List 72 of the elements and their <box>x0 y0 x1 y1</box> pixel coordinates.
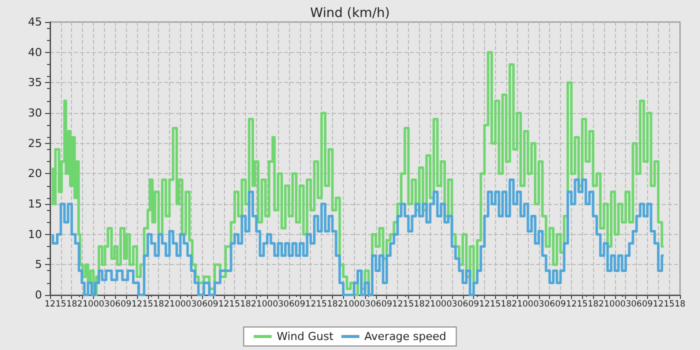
x-tick-label: 09 <box>381 300 392 310</box>
x-tick-label: 00 <box>174 300 186 310</box>
x-tick-label: 15 <box>490 300 501 310</box>
y-tick-label: 5 <box>35 258 42 272</box>
y-tick-label: 0 <box>35 288 42 302</box>
x-tick-label: 00 <box>609 300 620 310</box>
x-tick-label: 15 <box>229 300 240 310</box>
x-tick-label: 12 <box>566 300 577 310</box>
x-tick-label: 18 <box>588 300 599 310</box>
x-tick-label: 03 <box>360 300 370 310</box>
x-tick-label: 09 <box>468 300 480 310</box>
x-tick-label: 09 <box>294 300 306 310</box>
x-tick-label: 00 <box>262 300 273 310</box>
y-tick-label: 20 <box>28 167 42 180</box>
x-tick-label: 21 <box>598 300 610 310</box>
x-tick-label: 21 <box>512 300 522 310</box>
legend-label: Average speed <box>364 330 446 343</box>
x-tick-label: 21 <box>338 300 349 310</box>
x-tick-label: 03 <box>98 300 110 310</box>
x-tick-label: 09 <box>642 300 653 310</box>
x-tick-label: 00 <box>436 300 446 310</box>
x-tick-label: 09 <box>208 300 218 310</box>
y-tick-label: 25 <box>28 136 42 150</box>
x-tick-label: 12 <box>44 300 56 310</box>
x-tick-label: 00 <box>348 300 360 310</box>
x-tick-label: 06 <box>284 300 294 310</box>
x-tick-label: 15 <box>55 300 66 310</box>
chart-title: Wind (km/h) <box>310 6 390 21</box>
x-tick-label: 12 <box>305 300 316 310</box>
x-tick-label: 18 <box>66 300 78 310</box>
legend-label: Wind Gust <box>276 330 334 343</box>
x-tick-label: 03 <box>272 300 284 310</box>
x-tick-label: 03 <box>446 300 458 310</box>
x-tick-label: 03 <box>533 300 544 310</box>
x-tick-label: 00 <box>88 300 99 310</box>
x-tick-label: 09 <box>120 300 132 310</box>
x-tick-label: 12 <box>652 300 664 310</box>
x-tick-label: 18 <box>414 300 425 310</box>
x-tick-label: 12 <box>392 300 403 310</box>
y-tick-label: 40 <box>28 46 42 59</box>
x-tick-label: 15 <box>664 300 675 310</box>
x-tick-label: 15 <box>576 300 588 310</box>
x-tick-label: 15 <box>316 300 327 310</box>
x-tick-label: 21 <box>424 300 436 310</box>
x-tick-label: 12 <box>479 300 490 310</box>
y-tick-label: 10 <box>28 228 42 241</box>
x-tick-label: 06 <box>631 300 642 310</box>
x-tick-label: 03 <box>186 300 197 310</box>
x-tick-label: 06 <box>544 300 556 310</box>
x-tick-label: 15 <box>142 300 154 310</box>
x-tick-label: 18 <box>240 300 251 310</box>
x-tick-label: 06 <box>370 300 382 310</box>
x-tick-label: 00 <box>522 300 534 310</box>
y-tick-label: 45 <box>28 16 42 28</box>
x-tick-label: 21 <box>164 300 175 310</box>
x-tick-label: 12 <box>218 300 230 310</box>
x-tick-label: 12 <box>131 300 142 310</box>
x-tick-label: 18 <box>153 300 164 310</box>
x-tick-label: 18 <box>674 300 686 310</box>
x-tick-label: 21 <box>250 300 262 310</box>
x-tick-label: 21 <box>77 300 88 310</box>
y-tick-label: 35 <box>28 76 42 90</box>
x-tick-label: 18 <box>500 300 512 310</box>
x-tick-label: 09 <box>555 300 566 310</box>
x-tick-label: 06 <box>196 300 208 310</box>
x-tick-label: 03 <box>620 300 632 310</box>
x-tick-label: 15 <box>403 300 414 310</box>
y-tick-label: 30 <box>28 106 42 120</box>
x-tick-label: 06 <box>457 300 468 310</box>
x-tick-label: 18 <box>327 300 338 310</box>
x-tick-label: 06 <box>110 300 121 310</box>
y-tick-label: 15 <box>28 198 42 210</box>
